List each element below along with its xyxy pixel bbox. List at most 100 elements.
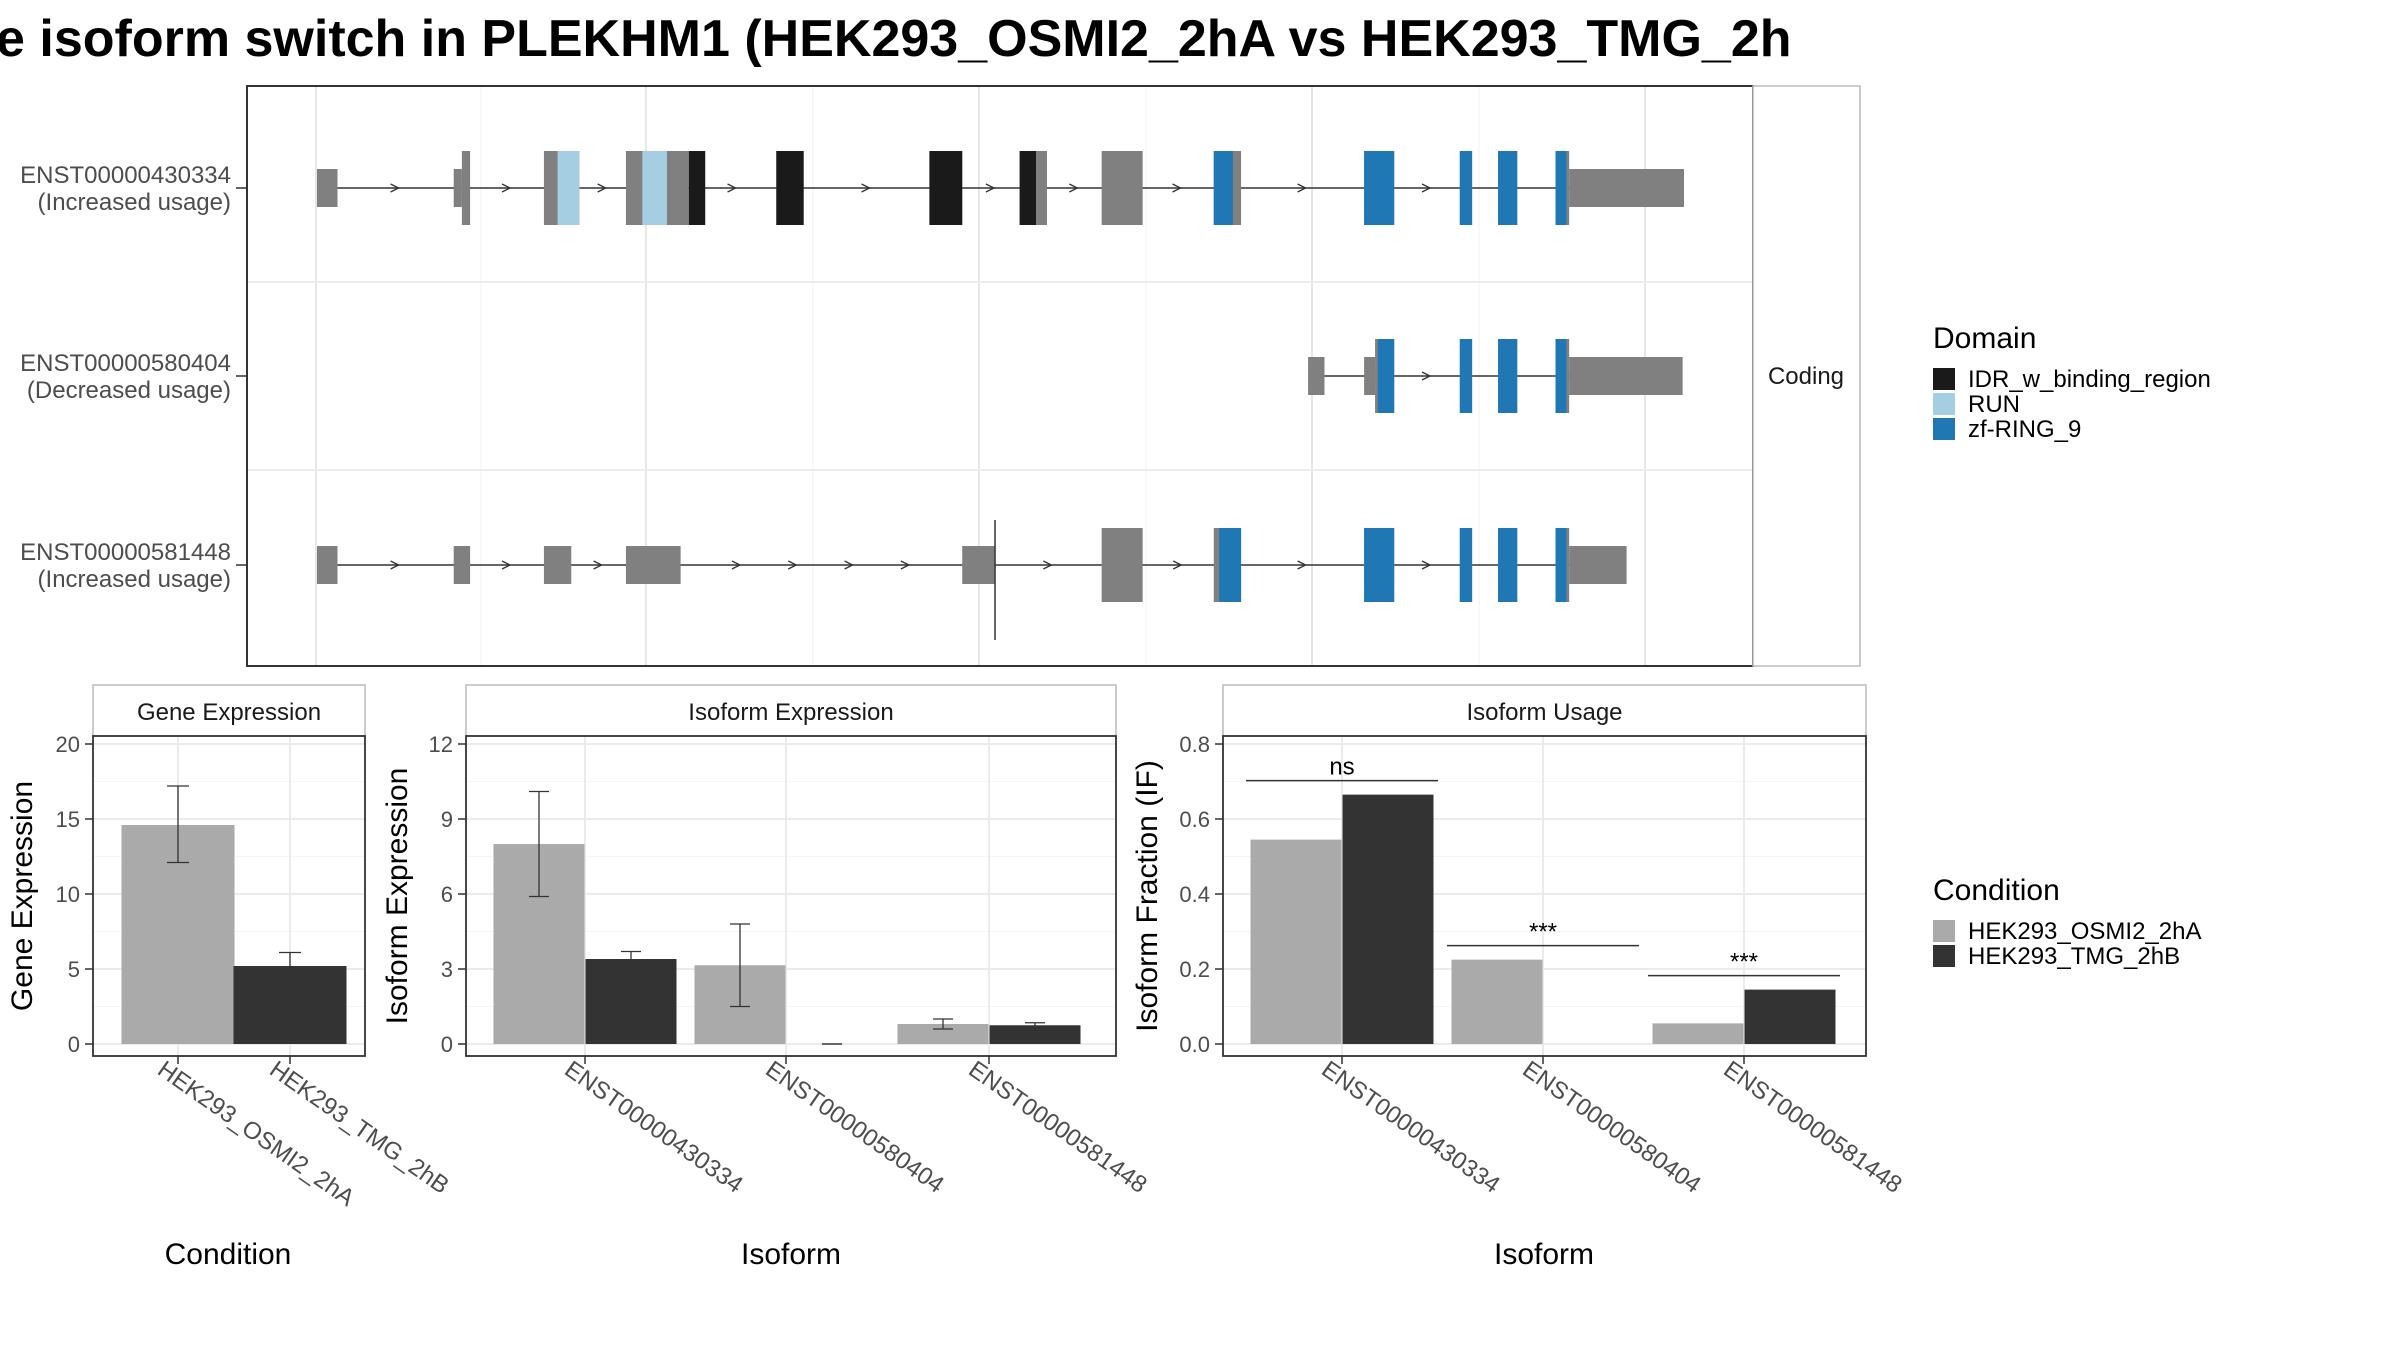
x-tick-label: ENST00000430334: [560, 1056, 748, 1199]
y-tick-label: 0.8: [1179, 732, 1210, 757]
x-tick-label: ENST00000580404: [1518, 1056, 1706, 1199]
domain-RUN: [642, 151, 667, 225]
domain-zf-RING_9: [1459, 151, 1473, 225]
isoform-usage-panel: Isoform Usage ns *** *** 0.0 0.2 0.4 0.6 0.8 ENST…: [1131, 684, 1907, 1271]
transcript-label: ENST00000580404: [20, 350, 231, 377]
intron-arrow: [1421, 560, 1432, 570]
intron-arrow: [1043, 560, 1053, 570]
y-axis-title: Gene Expression: [6, 781, 39, 1011]
y-tick-label: 10: [56, 882, 80, 907]
bar-HEK293_TMG_2hB: [1744, 989, 1836, 1044]
x-tick-label: HEK293_OSMI2_2hA: [153, 1056, 360, 1212]
intron-arrow: [1172, 560, 1183, 570]
intron-arrow: [1172, 183, 1182, 193]
exon: [317, 169, 338, 207]
intron-arrow: [787, 560, 798, 570]
structure-row-labels: ENST00000430334(Increased usage)ENST0000…: [20, 162, 247, 593]
exon: [1569, 357, 1683, 395]
panel-strip: [465, 684, 1117, 737]
significance-label: ***: [1730, 949, 1758, 976]
panel-strip: [1222, 684, 1867, 737]
legend-swatch-zf-RING_9: [1933, 418, 1955, 440]
structure-transcripts: [317, 151, 1684, 640]
y-tick-label: 20: [56, 732, 80, 757]
exon: [1308, 357, 1325, 395]
structure-panel: ENST00000430334(Increased usage)ENST0000…: [20, 85, 1861, 667]
y-tick-label: 6: [441, 882, 453, 907]
intron-arrow: [900, 560, 911, 570]
strip-background: [1752, 85, 1861, 667]
exon: [461, 151, 471, 225]
strip-label: Coding: [1768, 363, 1844, 390]
significance-label: ***: [1529, 919, 1557, 946]
legend-label: IDR_w_binding_region: [1968, 366, 2211, 393]
intron-arrow: [727, 183, 738, 193]
exon: [1131, 151, 1142, 225]
legend-label: HEK293_OSMI2_2hA: [1968, 918, 2201, 945]
legend-label: HEK293_TMG_2hB: [1968, 943, 2180, 970]
y-tick-label: 3: [441, 957, 453, 982]
transcript-label: ENST00000430334: [20, 162, 231, 189]
panel-border: [92, 735, 366, 1057]
intron-arrow: [1069, 183, 1079, 193]
bar-HEK293_OSMI2_2hA: [1652, 1023, 1744, 1044]
condition-legend-title: Condition: [1933, 874, 2060, 907]
domain-IDR_w_binding_region: [929, 151, 963, 225]
y-tick-label: 0: [441, 1032, 453, 1057]
exon: [543, 546, 572, 584]
intron-arrow: [1421, 371, 1432, 381]
domain-zf-RING_9: [1213, 151, 1233, 225]
domain-zf-RING_9: [1555, 528, 1567, 602]
intron-arrow: [1297, 183, 1308, 193]
exon: [317, 546, 338, 584]
y-tick-label: 5: [68, 957, 80, 982]
domain-zf-RING_9: [1219, 528, 1242, 602]
exon: [1036, 151, 1047, 225]
transcript-ENST00000430334: [317, 151, 1684, 225]
x-axis-title: Isoform: [1494, 1238, 1594, 1271]
domain-zf-RING_9: [1377, 339, 1395, 413]
y-tick-label: 0.2: [1179, 957, 1210, 982]
domain-zf-RING_9: [1498, 151, 1518, 225]
domain-legend-title: Domain: [1933, 322, 2036, 355]
intron-arrow: [390, 560, 401, 570]
intron-arrow: [1421, 183, 1432, 193]
y-tick-label: 0.0: [1179, 1032, 1210, 1057]
domain-zf-RING_9: [1498, 339, 1518, 413]
x-tick-label: ENST00000581448: [964, 1056, 1152, 1199]
legend-swatch-HEK293_TMG_2hB: [1933, 945, 1955, 967]
intron-arrow: [593, 560, 604, 570]
domain-zf-RING_9: [1364, 528, 1395, 602]
intron-arrow: [501, 560, 512, 570]
exon: [1101, 528, 1143, 602]
legend-label: zf-RING_9: [1968, 416, 2081, 443]
panel-title: Isoform Usage: [1466, 699, 1622, 726]
y-axis-title: Isoform Expression: [381, 768, 414, 1025]
exon: [1364, 357, 1376, 395]
legend-swatch-RUN: [1933, 393, 1955, 415]
x-tick-label: ENST00000430334: [1317, 1056, 1505, 1199]
panel-strip: [92, 684, 366, 737]
x-tick-label: ENST00000580404: [761, 1056, 949, 1199]
domain-RUN: [557, 151, 580, 225]
legend-label: RUN: [1968, 391, 2020, 418]
domain-IDR_w_binding_region: [776, 151, 804, 225]
domain-zf-RING_9: [1555, 151, 1567, 225]
intron-arrow: [1297, 560, 1308, 570]
intron-arrow: [501, 183, 512, 193]
domain-zf-RING_9: [1498, 528, 1518, 602]
exon: [1569, 546, 1627, 584]
bar-HEK293_TMG_2hB: [1342, 794, 1434, 1044]
exon: [1569, 169, 1684, 207]
bar-HEK293_TMG_2hB: [585, 959, 677, 1044]
exon: [453, 546, 471, 584]
y-tick-label: 12: [429, 732, 453, 757]
transcript-ENST00000580404: [1308, 339, 1683, 413]
y-axis-title: Isoform Fraction (IF): [1131, 760, 1164, 1032]
domain-IDR_w_binding_region: [1019, 151, 1037, 225]
